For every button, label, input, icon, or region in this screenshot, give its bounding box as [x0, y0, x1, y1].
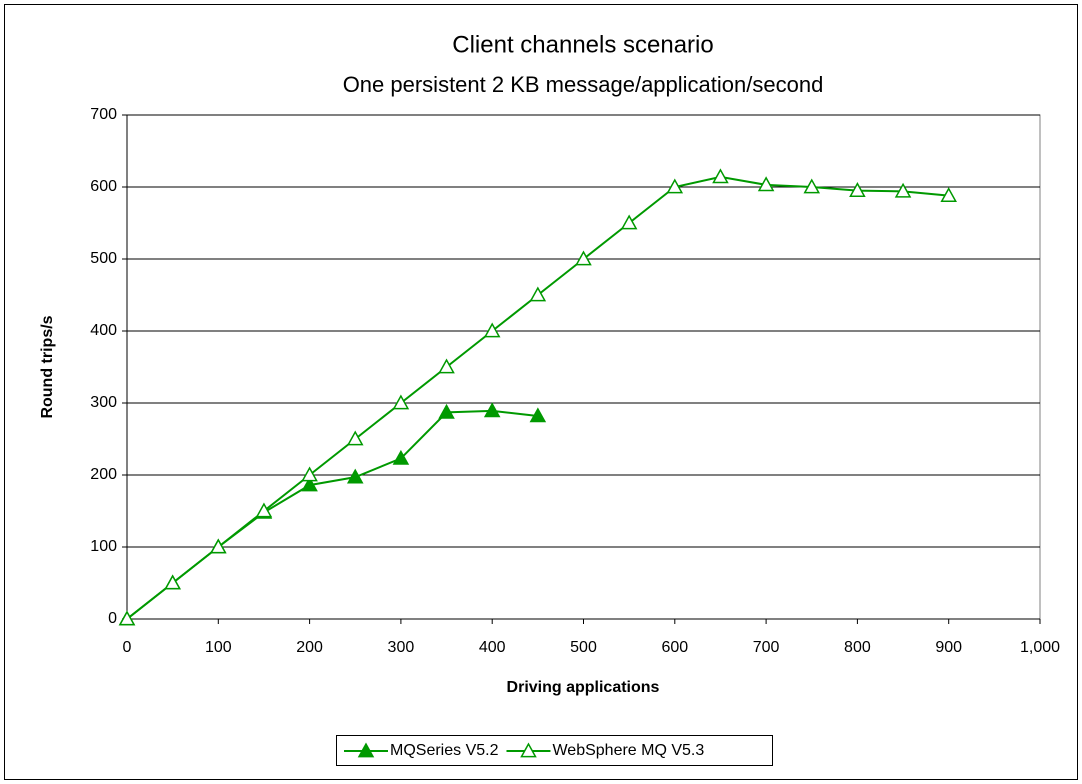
x-tick-label: 600	[661, 639, 688, 656]
data-point	[575, 250, 592, 266]
data-point	[666, 178, 684, 194]
data-point	[438, 358, 455, 374]
data-point	[529, 286, 547, 302]
chart-title: Client channels scenario	[452, 31, 713, 58]
data-point	[346, 468, 364, 484]
legend: MQSeries V5.2 WebSphere MQ V5.3	[336, 735, 773, 766]
x-axis-label: Driving applications	[507, 679, 660, 696]
y-tick-label: 400	[90, 322, 117, 339]
data-point	[712, 168, 729, 184]
data-point	[620, 214, 638, 230]
data-point	[529, 407, 547, 423]
y-tick-label: 200	[90, 466, 117, 483]
plot-area	[126, 114, 1041, 620]
x-tick-label: 400	[479, 639, 506, 656]
x-tick-label: 0	[123, 639, 132, 656]
legend-label: WebSphere MQ V5.3	[552, 742, 704, 759]
x-tick-label: 500	[570, 639, 597, 656]
y-tick-label: 0	[108, 610, 117, 627]
y-axis-label: Round trips/s	[39, 315, 56, 418]
data-point	[438, 403, 455, 419]
x-tick-label: 200	[296, 639, 323, 656]
data-point	[164, 574, 181, 590]
data-point	[392, 394, 410, 410]
data-point	[301, 476, 318, 492]
legend-marker	[520, 742, 537, 758]
data-point	[483, 322, 501, 338]
x-tick-label: 100	[205, 639, 232, 656]
legend-box	[336, 735, 773, 766]
chart-subtitle: One persistent 2 KB message/application/…	[343, 72, 824, 97]
y-tick-label: 100	[90, 538, 117, 555]
data-point	[346, 430, 364, 446]
data-point	[803, 178, 821, 194]
data-point	[757, 176, 775, 192]
data-point	[255, 502, 273, 518]
legend-label: MQSeries V5.2	[390, 742, 499, 759]
x-tick-label: 900	[935, 639, 962, 656]
data-point	[849, 182, 866, 197]
y-tick-label: 300	[90, 394, 117, 411]
data-point	[301, 466, 318, 482]
y-tick-label: 700	[90, 106, 117, 123]
y-tick-label: 600	[90, 178, 117, 195]
legend-marker	[357, 742, 375, 758]
data-point	[940, 187, 957, 202]
data-point	[118, 610, 136, 626]
data-point	[210, 538, 227, 554]
data-point	[483, 402, 501, 418]
data-point	[392, 449, 410, 465]
y-tick-label: 500	[90, 250, 117, 267]
data-point	[894, 182, 912, 198]
x-tick-label: 300	[388, 639, 415, 656]
x-tick-label: 800	[844, 639, 871, 656]
x-tick-label: 1,000	[1020, 639, 1060, 656]
x-tick-label: 700	[753, 639, 780, 656]
